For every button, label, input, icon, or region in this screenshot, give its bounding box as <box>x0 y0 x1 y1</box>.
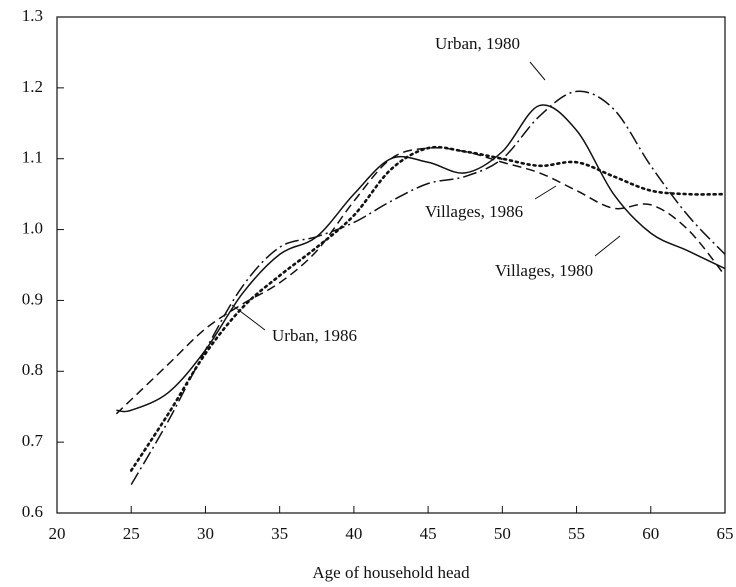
y-tick-label: 1.0 <box>22 218 43 237</box>
y-tick-label: 0.9 <box>22 289 43 308</box>
x-axis-title: Age of household head <box>312 563 470 582</box>
x-tick-label: 50 <box>494 524 511 543</box>
x-tick-label: 60 <box>642 524 659 543</box>
series-line <box>129 145 727 472</box>
annotation-pointer <box>231 304 266 331</box>
y-tick-label: 0.8 <box>22 360 43 379</box>
y-tick-label: 1.2 <box>22 77 43 96</box>
y-tick-label: 0.6 <box>22 502 43 521</box>
series-line <box>130 90 726 486</box>
annotation-pointer <box>594 235 621 257</box>
annotation-pointer <box>529 61 546 81</box>
x-tick-label: 25 <box>123 524 140 543</box>
y-tick-label: 1.3 <box>22 6 43 25</box>
annotation: Urban, 1986 <box>272 326 357 345</box>
annotation-pointer <box>534 185 557 200</box>
x-tick-label: 55 <box>568 524 585 543</box>
x-tick-label: 40 <box>345 524 362 543</box>
x-tick-label: 20 <box>49 524 66 543</box>
annotation: Villages, 1986 <box>425 202 523 221</box>
x-tick-label: 30 <box>197 524 214 543</box>
series-line <box>115 147 726 415</box>
annotations: Urban, 1980 Urban, 1986 Villages, 1980 V… <box>231 34 621 345</box>
x-tick-label: 35 <box>271 524 288 543</box>
y-tick-label: 0.7 <box>22 431 44 450</box>
x-tick-label: 65 <box>717 524 734 543</box>
y-tick-label: 1.1 <box>22 148 43 167</box>
annotation: Urban, 1980 <box>435 34 520 53</box>
x-tick-label: 45 <box>420 524 437 543</box>
plot-frame <box>56 16 726 514</box>
annotation: Villages, 1980 <box>495 261 593 280</box>
series-line <box>116 104 726 413</box>
